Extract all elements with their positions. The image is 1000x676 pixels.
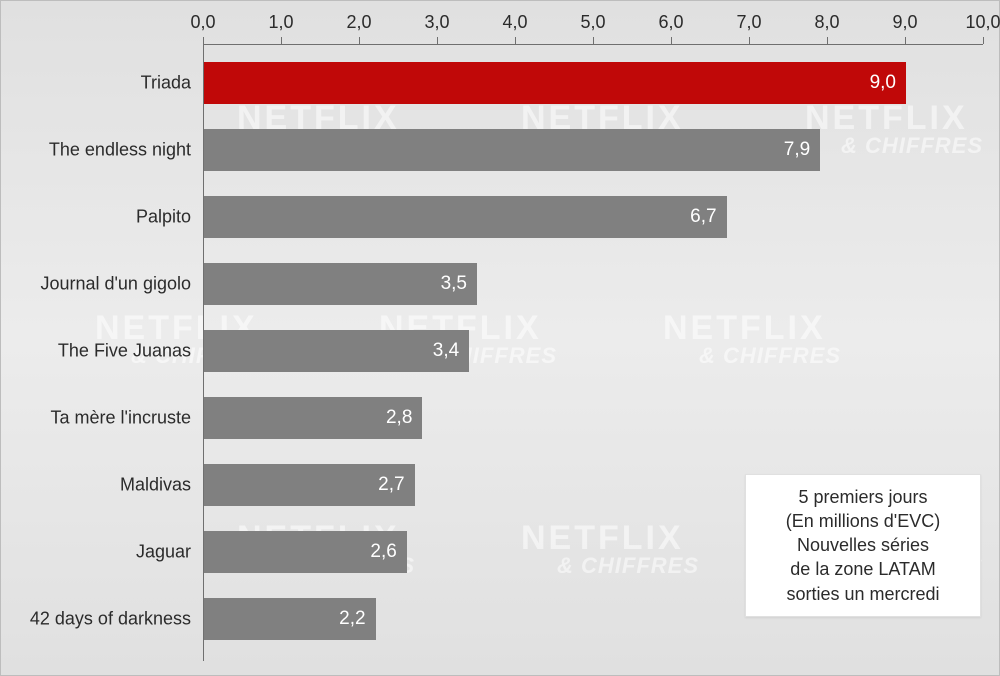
x-tick-label: 10,0: [965, 12, 1000, 33]
bar-value-label: 2,7: [378, 474, 404, 496]
x-tick-label: 7,0: [736, 12, 761, 33]
bar-value-label: 2,8: [386, 407, 412, 429]
x-tick: [359, 37, 360, 44]
caption-line: de la zone LATAM: [760, 557, 966, 581]
watermark: NETFLIX& CHIFFRES: [663, 311, 841, 367]
x-tick: [671, 37, 672, 44]
x-tick-label: 9,0: [892, 12, 917, 33]
watermark: NETFLIX& CHIFFRES: [521, 521, 699, 577]
category-label: Jaguar: [136, 542, 191, 563]
watermark: NETFLIX& CHIFFRES: [805, 101, 983, 157]
x-tick: [593, 37, 594, 44]
category-label: Maldivas: [120, 475, 191, 496]
bar: 9,0: [204, 62, 906, 104]
x-tick-label: 6,0: [658, 12, 683, 33]
category-label: Journal d'un gigolo: [40, 274, 191, 295]
category-label: Triada: [141, 73, 191, 94]
x-tick-label: 5,0: [580, 12, 605, 33]
bar: 3,4: [204, 330, 469, 372]
caption-line: 5 premiers jours: [760, 485, 966, 509]
bar: 2,2: [204, 598, 376, 640]
watermark-line2: & CHIFFRES: [557, 555, 699, 577]
category-label: 42 days of darkness: [30, 609, 191, 630]
bar-value-label: 3,5: [441, 273, 467, 295]
x-tick-label: 4,0: [502, 12, 527, 33]
bar: 3,5: [204, 263, 477, 305]
category-label: The endless night: [49, 140, 191, 161]
x-tick: [905, 37, 906, 44]
watermark-line1: NETFLIX: [521, 521, 699, 555]
x-tick: [515, 37, 516, 44]
watermark-line2: & CHIFFRES: [841, 135, 983, 157]
x-tick-label: 8,0: [814, 12, 839, 33]
bar-value-label: 9,0: [870, 72, 896, 94]
caption-line: (En millions d'EVC): [760, 509, 966, 533]
x-tick-label: 2,0: [346, 12, 371, 33]
watermark-line1: NETFLIX: [805, 101, 983, 135]
caption-line: Nouvelles séries: [760, 533, 966, 557]
bar: 7,9: [204, 129, 820, 171]
bar-value-label: 7,9: [784, 139, 810, 161]
x-tick-label: 3,0: [424, 12, 449, 33]
bar-value-label: 2,6: [370, 541, 396, 563]
bar: 2,8: [204, 397, 422, 439]
x-tick: [203, 37, 204, 44]
bar: 6,7: [204, 196, 727, 238]
x-tick-label: 0,0: [190, 12, 215, 33]
chart-container: NETFLIX& CHIFFRESNETFLIX& CHIFFRESNETFLI…: [0, 0, 1000, 676]
caption-line: sorties un mercredi: [760, 582, 966, 606]
category-label: The Five Juanas: [58, 341, 191, 362]
x-tick: [437, 37, 438, 44]
category-label: Palpito: [136, 207, 191, 228]
watermark-line2: & CHIFFRES: [699, 345, 841, 367]
category-label: Ta mère l'incruste: [51, 408, 191, 429]
x-tick: [749, 37, 750, 44]
bar-value-label: 2,2: [339, 608, 365, 630]
x-tick: [827, 37, 828, 44]
x-tick-label: 1,0: [268, 12, 293, 33]
bar-value-label: 3,4: [433, 340, 459, 362]
x-axis-line: [203, 44, 983, 45]
x-tick: [281, 37, 282, 44]
bar: 2,6: [204, 531, 407, 573]
bar-value-label: 6,7: [690, 206, 716, 228]
x-tick: [983, 37, 984, 44]
bar: 2,7: [204, 464, 415, 506]
watermark-line1: NETFLIX: [663, 311, 841, 345]
caption-box: 5 premiers jours(En millions d'EVC)Nouve…: [745, 474, 981, 617]
